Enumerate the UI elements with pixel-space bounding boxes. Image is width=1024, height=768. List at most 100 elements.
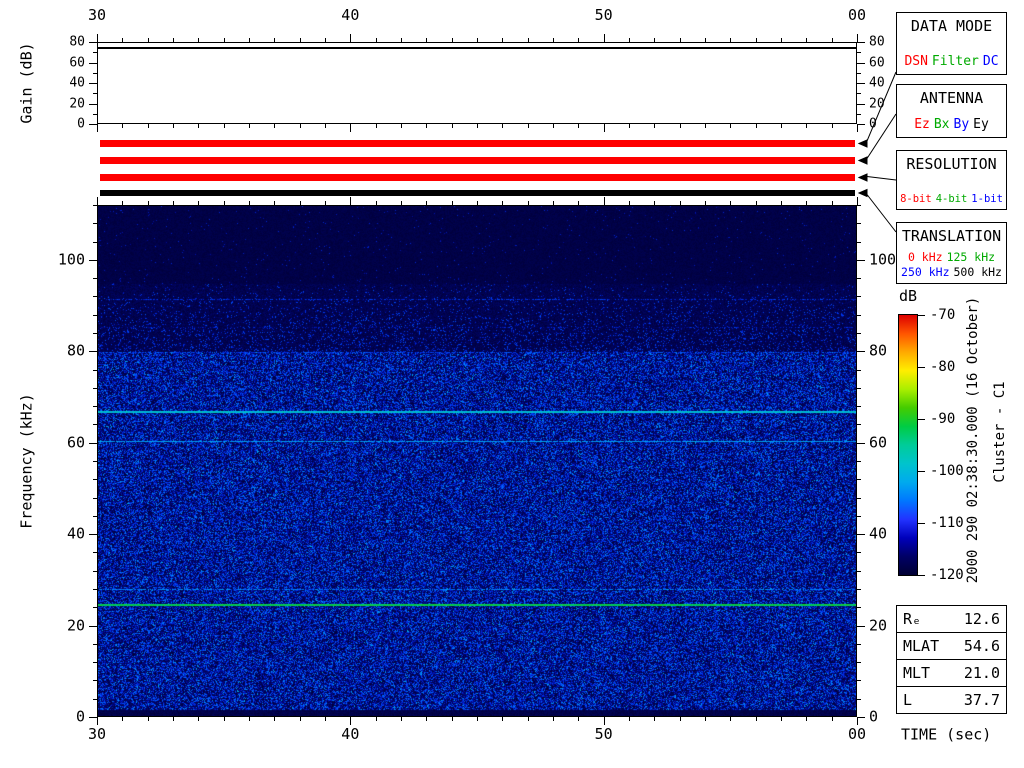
axis-tick	[376, 201, 377, 205]
axis-tick	[300, 124, 301, 128]
axis-tick	[857, 370, 861, 371]
axis-tick	[249, 38, 250, 42]
axis-tick	[376, 124, 377, 128]
axis-tick	[918, 419, 925, 420]
time-tick-label: 00	[847, 725, 867, 743]
axis-tick	[528, 201, 529, 205]
axis-tick	[857, 717, 865, 718]
ephemeris-label: MLT	[903, 664, 931, 682]
panel-options: DSN Filter DC	[899, 54, 1004, 70]
axis-tick	[97, 197, 98, 205]
axis-tick	[528, 717, 529, 721]
axis-tick	[93, 552, 97, 553]
axis-tick	[426, 201, 427, 205]
option-dsn: DSN	[904, 54, 928, 70]
freq-tick-label: 100	[57, 250, 85, 269]
axis-tick	[857, 680, 861, 681]
axis-tick	[857, 351, 865, 352]
axis-tick	[730, 124, 731, 128]
axis-tick	[122, 717, 123, 721]
axis-tick	[148, 124, 149, 128]
gain-tick-label: 20	[69, 96, 85, 111]
axis-tick	[857, 516, 861, 517]
ephemeris-label: L	[903, 691, 913, 709]
axis-tick	[857, 498, 861, 499]
time-tick-label: 30	[87, 725, 107, 743]
axis-tick	[553, 124, 554, 128]
arrowhead-data-mode-icon	[857, 139, 868, 148]
freq-tick-label: 80	[869, 341, 888, 360]
axis-tick	[93, 607, 97, 608]
axis-tick	[452, 38, 453, 42]
freq-tick-label: 60	[869, 433, 888, 452]
frequency-axis-label: Frequency (kHz)	[17, 393, 36, 529]
option-500-khz: 500 kHz	[953, 264, 1002, 279]
gain-tick-label: 40	[69, 75, 85, 91]
spacecraft-label: Cluster - C1	[992, 381, 1008, 483]
axis-tick	[93, 52, 97, 53]
colorbar-tick-label: -90	[930, 411, 956, 427]
axis-tick	[93, 699, 97, 700]
axis-tick	[350, 124, 351, 132]
axis-tick	[730, 201, 731, 205]
axis-tick	[857, 662, 861, 663]
axis-tick	[578, 717, 579, 721]
axis-tick	[705, 201, 706, 205]
panel-title: DATA MODE	[910, 17, 993, 35]
axis-tick	[249, 124, 250, 128]
axis-tick	[89, 124, 97, 125]
axis-tick	[857, 104, 865, 105]
axis-tick	[350, 197, 351, 205]
axis-tick	[918, 367, 925, 368]
axis-tick	[89, 443, 97, 444]
axis-tick	[857, 93, 861, 94]
axis-tick	[300, 201, 301, 205]
axis-tick	[806, 201, 807, 205]
axis-tick	[781, 717, 782, 721]
axis-tick	[93, 424, 97, 425]
freq-tick-label: 20	[869, 616, 888, 635]
axis-tick	[122, 201, 123, 205]
axis-tick	[857, 260, 865, 261]
axis-tick	[89, 351, 97, 352]
ephemeris-value: 54.6	[963, 637, 1000, 655]
spectrogram-frame	[97, 205, 857, 717]
option-8-bit: 8-bit	[900, 192, 932, 205]
gain-tick-label: 0	[77, 116, 85, 132]
axis-tick	[705, 717, 706, 721]
axis-tick	[300, 38, 301, 42]
colorbar	[898, 314, 918, 576]
axis-tick	[806, 717, 807, 721]
axis-tick	[857, 479, 861, 480]
panel-title: ANTENNA	[919, 89, 984, 107]
time-axis-label: TIME (sec)	[901, 725, 992, 744]
axis-tick	[376, 717, 377, 721]
axis-tick	[93, 370, 97, 371]
gain-tick-label: 20	[869, 96, 885, 111]
axis-tick	[832, 124, 833, 128]
axis-tick	[274, 124, 275, 128]
axis-tick	[604, 717, 605, 725]
axis-tick	[274, 201, 275, 205]
axis-tick	[93, 406, 97, 407]
freq-tick-label: 60	[66, 433, 85, 452]
time-tick-label: 30	[87, 6, 107, 24]
axis-tick	[477, 124, 478, 128]
axis-tick	[857, 699, 861, 700]
axis-tick	[122, 38, 123, 42]
ephemeris-value: 37.7	[963, 691, 1000, 709]
axis-tick	[173, 201, 174, 205]
axis-tick	[89, 626, 97, 627]
axis-tick	[654, 38, 655, 42]
arrowhead-resolution-icon	[857, 173, 868, 182]
freq-tick-label: 40	[66, 524, 85, 543]
ephemeris-row: Rₑ 12.6	[897, 606, 1006, 633]
axis-tick	[224, 38, 225, 42]
axis-tick	[705, 124, 706, 128]
axis-tick	[274, 38, 275, 42]
axis-tick	[93, 644, 97, 645]
axis-tick	[173, 717, 174, 721]
axis-tick	[730, 38, 731, 42]
time-tick-label: 50	[594, 725, 613, 743]
axis-tick	[857, 626, 865, 627]
